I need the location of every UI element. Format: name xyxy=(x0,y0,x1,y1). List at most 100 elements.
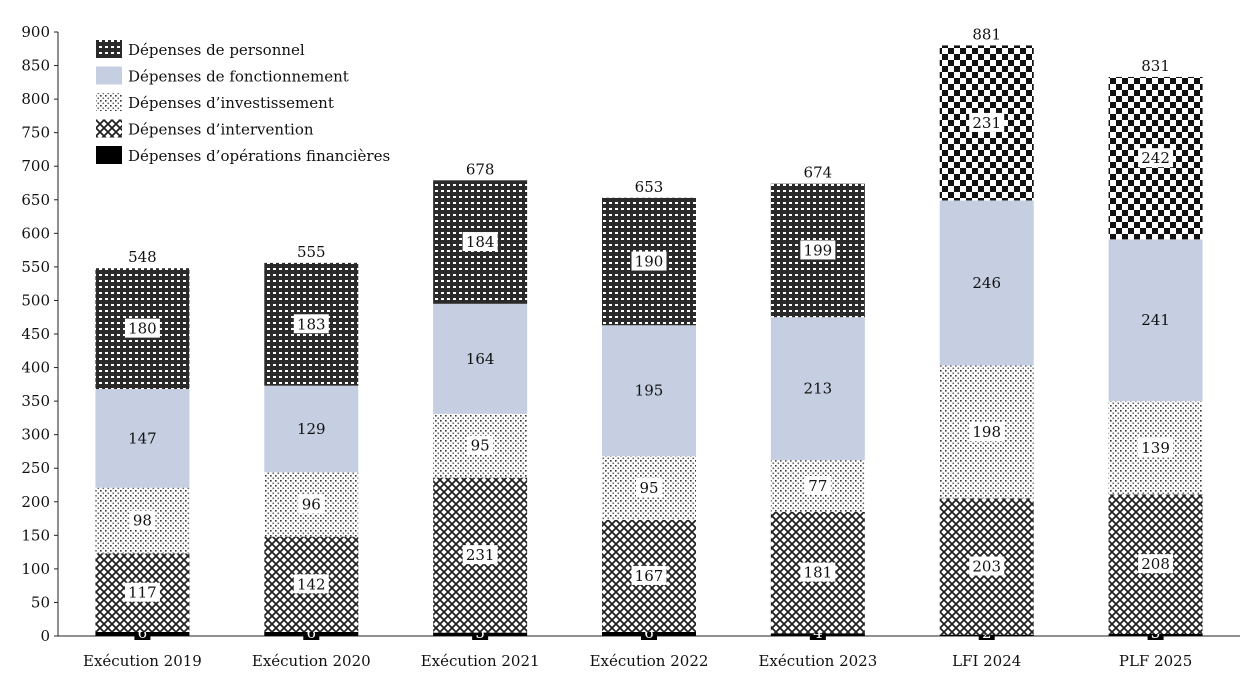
segment-value-label: 6 xyxy=(307,624,317,642)
bar-total-label: 881 xyxy=(972,25,1001,43)
segment-value-label: 164 xyxy=(466,350,495,368)
segment-label-box xyxy=(969,112,1005,132)
chart-axes: 0 50 100 150 200 250 300 350 400 450 500 550 600 650 7… xyxy=(21,23,1240,645)
segment-value-label: 95 xyxy=(639,479,658,497)
legend-swatch xyxy=(96,93,122,111)
legend-label: Dépenses de fonctionnement xyxy=(128,68,349,86)
segment-label-box xyxy=(129,510,156,530)
bar-total-label: 548 xyxy=(128,248,157,266)
chart-bars: 6 117 98 147 180 548 Exécution 2019 6 142 96 129 18… xyxy=(83,25,1203,670)
y-tick-label: 550 xyxy=(21,258,50,276)
segment-value-label: 208 xyxy=(1141,555,1170,573)
y-tick-label: 800 xyxy=(21,90,50,108)
bar-total-label: 555 xyxy=(297,243,326,261)
segment-value-label: 95 xyxy=(471,437,490,455)
y-tick-label: 100 xyxy=(21,560,50,578)
segment-label-box xyxy=(1138,554,1174,574)
segment-value-label: 203 xyxy=(972,558,1001,576)
segment-value-label: 147 xyxy=(128,429,157,447)
bar-segment xyxy=(264,385,359,473)
legend-label: Dépenses d’opérations financières xyxy=(128,147,390,165)
segment-label-box xyxy=(1138,437,1174,457)
segment-label-box xyxy=(462,545,498,565)
segment-value-label: 96 xyxy=(302,495,321,513)
segment-label-box xyxy=(969,556,1005,576)
chart-legend: Dépenses de personnel Dépenses de fonctio… xyxy=(96,40,390,165)
segment-value-label: 6 xyxy=(138,624,148,642)
x-category-label: Exécution 2021 xyxy=(421,652,540,670)
segment-label-box xyxy=(298,494,325,514)
segment-value-label: 129 xyxy=(297,420,326,438)
bar-segment xyxy=(602,325,696,457)
segment-value-label: 242 xyxy=(1141,149,1170,167)
segment-value-label: 98 xyxy=(133,512,152,530)
y-tick-label: 50 xyxy=(31,593,50,611)
segment-value-label: 199 xyxy=(804,241,833,259)
segment-value-label: 167 xyxy=(635,567,664,585)
bar-total-label: 678 xyxy=(466,160,495,178)
segment-value-label: 195 xyxy=(635,382,664,400)
bar-segment xyxy=(939,200,1034,366)
segment-value-label: 139 xyxy=(1141,439,1170,457)
segment-value-label: 142 xyxy=(297,575,326,593)
segment-value-label: 246 xyxy=(972,274,1001,292)
bar-segment xyxy=(1108,239,1203,402)
bar-segment xyxy=(770,317,865,461)
bar-total-label: 674 xyxy=(804,164,833,182)
segment-value-label: 77 xyxy=(808,477,827,495)
legend-swatch xyxy=(96,119,122,138)
y-tick-label: 500 xyxy=(21,291,50,309)
x-category-label: Exécution 2019 xyxy=(83,652,202,670)
bar-total-label: 831 xyxy=(1141,57,1170,75)
segment-label-box xyxy=(467,435,494,455)
segment-label-box xyxy=(631,565,667,585)
y-tick-label: 700 xyxy=(21,157,50,175)
legend-swatch xyxy=(96,40,122,58)
y-tick-label: 900 xyxy=(21,23,50,41)
segment-label-box xyxy=(800,562,836,582)
segment-value-label: 241 xyxy=(1141,311,1170,329)
y-tick-label: 650 xyxy=(21,191,50,209)
y-tick-label: 150 xyxy=(21,526,50,544)
x-category-label: PLF 2025 xyxy=(1119,652,1192,670)
legend-swatch xyxy=(96,146,122,164)
segment-value-label: 190 xyxy=(635,253,664,271)
segment-value-label: 180 xyxy=(128,320,157,338)
segment-label-box xyxy=(124,318,160,338)
y-tick-label: 350 xyxy=(21,392,50,410)
segment-value-label: 213 xyxy=(804,380,833,398)
legend-label: Dépenses d’intervention xyxy=(128,121,314,139)
legend-label: Dépenses de personnel xyxy=(128,41,305,59)
y-tick-label: 850 xyxy=(21,57,50,75)
segment-value-label: 117 xyxy=(128,584,157,602)
segment-value-label: 5 xyxy=(475,624,485,642)
bar-segment xyxy=(433,303,528,414)
legend-label: Dépenses d’investissement xyxy=(128,94,334,112)
y-tick-label: 250 xyxy=(21,459,50,477)
y-tick-label: 750 xyxy=(21,124,50,142)
y-tick-label: 450 xyxy=(21,325,50,343)
segment-label-box xyxy=(800,240,836,260)
y-tick-label: 400 xyxy=(21,359,50,377)
segment-label-box xyxy=(969,421,1005,441)
y-tick-label: 200 xyxy=(21,493,50,511)
segment-label-box xyxy=(462,232,498,252)
segment-label-box xyxy=(804,476,831,496)
x-category-label: LFI 2024 xyxy=(952,652,1021,670)
segment-value-label: 183 xyxy=(297,315,326,333)
y-tick-label: 300 xyxy=(21,426,50,444)
segment-label-box xyxy=(636,478,662,498)
segment-label-box xyxy=(631,251,667,271)
segment-value-label: 198 xyxy=(972,423,1001,441)
legend-swatch xyxy=(96,66,122,85)
bar-total-label: 653 xyxy=(635,178,664,196)
y-tick-label: 0 xyxy=(40,627,50,645)
segment-value-label: 231 xyxy=(466,546,495,564)
segment-value-label: 181 xyxy=(804,564,833,582)
segment-value-label: 231 xyxy=(972,114,1001,132)
x-category-label: Exécution 2023 xyxy=(758,652,877,670)
x-category-label: Exécution 2022 xyxy=(590,652,709,670)
segment-label-box xyxy=(293,314,329,334)
segment-value-label: 6 xyxy=(644,624,654,642)
segment-label-box xyxy=(1138,148,1174,168)
